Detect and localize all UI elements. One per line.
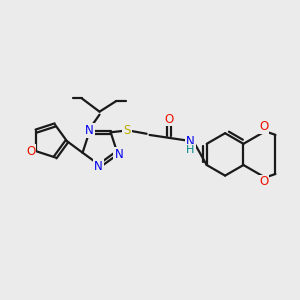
Text: O: O — [259, 176, 268, 188]
Text: N: N — [94, 160, 103, 173]
Text: O: O — [259, 120, 268, 134]
Text: H: H — [186, 145, 195, 155]
Text: N: N — [114, 148, 123, 161]
Text: O: O — [26, 145, 35, 158]
Text: O: O — [165, 112, 174, 125]
Text: N: N — [186, 135, 195, 148]
Text: S: S — [123, 124, 130, 137]
Text: N: N — [85, 124, 94, 137]
